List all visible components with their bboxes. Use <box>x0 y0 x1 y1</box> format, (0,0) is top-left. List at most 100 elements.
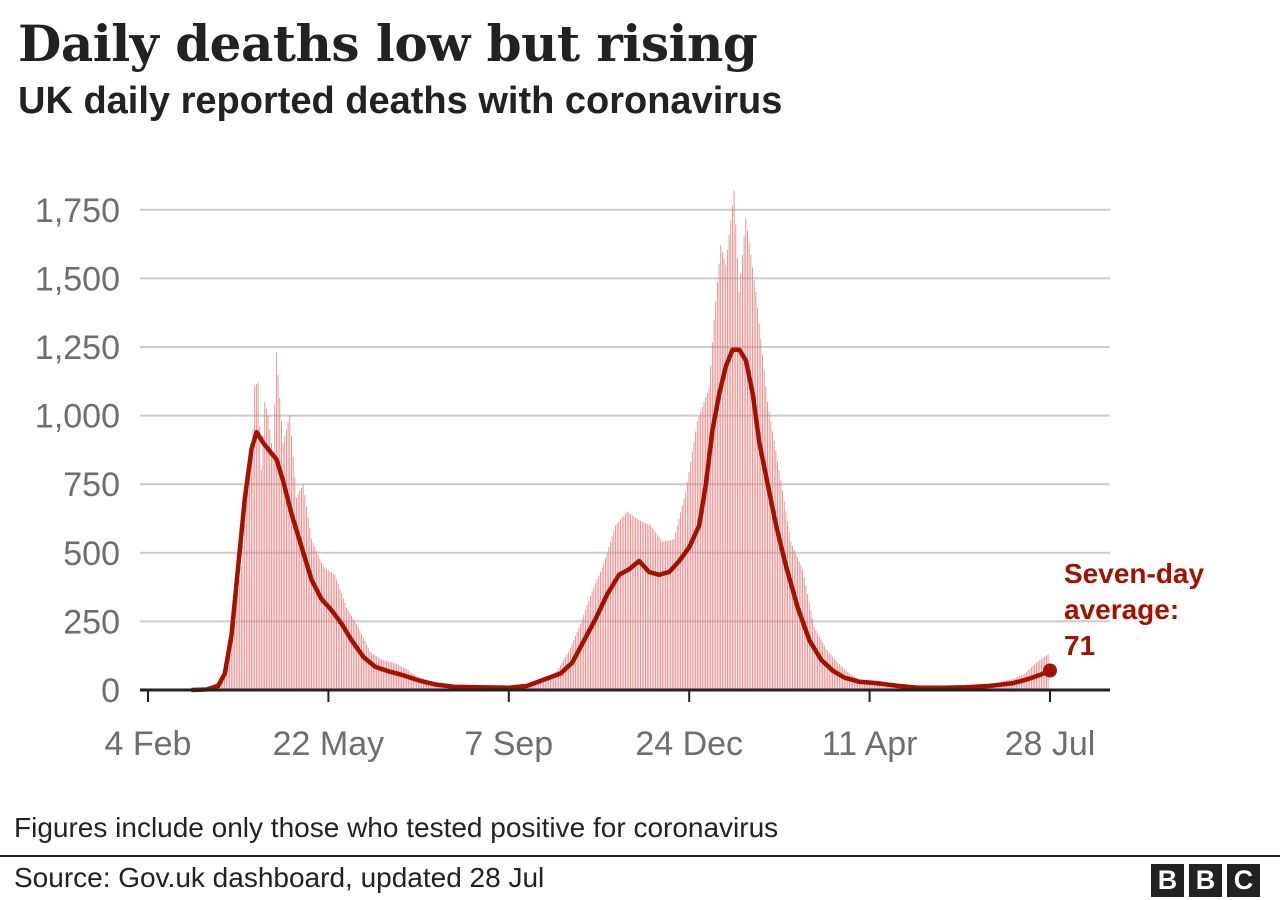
daily-bar <box>240 566 242 690</box>
y-tick-label: 1,750 <box>35 192 120 230</box>
daily-bar <box>287 422 289 690</box>
daily-bar <box>631 515 633 690</box>
daily-bar <box>721 251 723 690</box>
daily-bar <box>728 235 730 690</box>
daily-bar <box>250 447 252 690</box>
daily-bar <box>404 668 406 690</box>
daily-bar <box>274 404 276 690</box>
daily-bar <box>683 499 685 690</box>
daily-bar <box>880 684 882 690</box>
daily-bar <box>252 429 254 690</box>
daily-bar <box>539 680 541 690</box>
daily-bar <box>680 512 682 690</box>
daily-bar <box>678 519 680 690</box>
daily-bar <box>259 426 261 690</box>
daily-bar <box>533 682 535 690</box>
y-tick-label: 1,000 <box>35 398 120 436</box>
logo-letter: C <box>1227 864 1260 897</box>
daily-bar <box>703 402 705 690</box>
daily-bar <box>280 420 282 690</box>
daily-bar <box>394 663 396 690</box>
daily-bar <box>833 658 835 690</box>
daily-bar <box>770 421 772 690</box>
daily-bar <box>730 220 732 690</box>
daily-bar <box>723 258 725 690</box>
daily-bar <box>321 562 322 690</box>
daily-bar <box>748 242 750 690</box>
daily-bar <box>579 624 581 690</box>
daily-bar <box>628 512 630 690</box>
daily-bar <box>262 436 264 690</box>
daily-bar <box>812 618 814 690</box>
daily-bar <box>314 546 316 690</box>
daily-bar <box>558 668 560 690</box>
daily-bar <box>803 577 805 690</box>
daily-bar <box>534 681 536 690</box>
y-tick-label: 750 <box>63 466 120 504</box>
daily-bar <box>411 672 413 690</box>
daily-bar <box>830 654 832 690</box>
daily-bar <box>706 392 708 690</box>
x-tick-label: 11 Apr <box>822 725 918 763</box>
daily-bar <box>301 487 302 690</box>
daily-bar <box>427 680 429 690</box>
daily-bar <box>578 628 580 690</box>
daily-bar <box>349 613 351 690</box>
daily-bar <box>780 480 782 690</box>
daily-bar <box>758 323 760 690</box>
daily-bar <box>361 633 363 690</box>
daily-bar <box>326 568 327 690</box>
daily-bar <box>815 630 817 690</box>
daily-bar <box>715 301 717 690</box>
daily-bar <box>705 397 707 690</box>
daily-bar <box>371 652 373 690</box>
daily-bar <box>773 441 775 690</box>
daily-bar <box>341 593 343 690</box>
daily-bar <box>648 524 650 690</box>
daily-bar <box>601 567 603 690</box>
daily-bar <box>888 685 890 690</box>
daily-bar <box>374 655 376 690</box>
daily-bar <box>387 661 389 690</box>
daily-bar <box>536 681 538 690</box>
daily-bar <box>551 674 553 690</box>
daily-bar <box>346 607 348 690</box>
daily-bar <box>546 677 548 690</box>
daily-bar <box>399 665 401 690</box>
annotation-label: 71 <box>1064 630 1095 661</box>
daily-bar <box>324 567 326 690</box>
daily-bar <box>795 553 797 690</box>
daily-bar <box>621 517 623 690</box>
daily-bar <box>260 470 262 690</box>
daily-bar <box>822 642 824 690</box>
daily-bar <box>618 521 620 690</box>
daily-bar <box>685 492 687 690</box>
daily-bar <box>543 679 545 690</box>
daily-bar <box>882 684 884 690</box>
daily-bar <box>860 680 862 690</box>
annotation-layer: Seven-day average: 71 <box>1043 558 1204 678</box>
daily-bar <box>867 681 869 690</box>
bar-layer <box>205 190 1049 691</box>
daily-bar <box>763 370 765 690</box>
daily-bar <box>726 249 728 690</box>
daily-bar <box>316 550 317 690</box>
daily-bar <box>227 660 229 690</box>
daily-bar <box>665 541 667 690</box>
daily-bar <box>852 675 854 690</box>
daily-bar <box>818 636 820 690</box>
daily-bar <box>306 506 307 690</box>
daily-bar <box>733 190 735 691</box>
daily-bar <box>402 667 404 690</box>
daily-bar <box>615 525 616 690</box>
daily-bar <box>635 517 636 690</box>
daily-bar <box>895 685 897 690</box>
daily-bar <box>290 436 292 690</box>
daily-bar <box>407 670 409 690</box>
daily-bar <box>573 639 575 690</box>
daily-bar <box>760 339 762 690</box>
daily-bar <box>237 592 239 690</box>
daily-bar <box>850 674 852 690</box>
daily-bar <box>372 653 374 690</box>
daily-bar <box>337 584 339 690</box>
